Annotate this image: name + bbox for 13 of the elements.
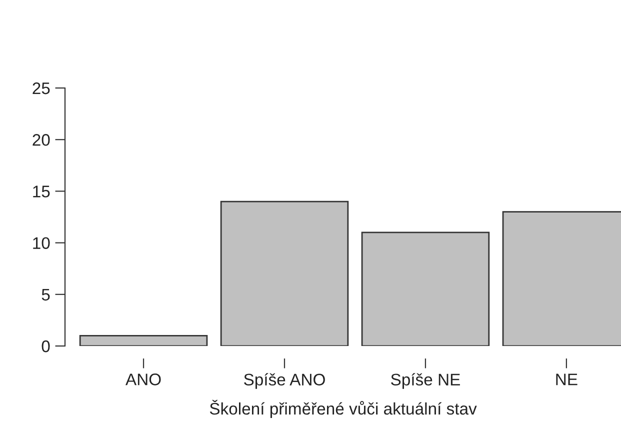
x-axis-title: Školení přiměřené vůči aktuální stav	[210, 400, 477, 418]
x-tick-label: NE	[556, 374, 578, 386]
bar	[220, 200, 349, 346]
y-tick-label: 0	[42, 340, 50, 352]
y-tick-label: 20	[32, 134, 50, 146]
y-tick-label: 25	[32, 82, 50, 94]
x-tick-label: Spíše ANO	[244, 373, 325, 389]
y-tick-label: 5	[42, 288, 50, 301]
y-tick-label: 10	[33, 237, 50, 250]
x-tick-label: Spíše NE	[391, 373, 460, 389]
y-tick-label: 15	[33, 186, 50, 198]
bar	[79, 334, 208, 346]
x-tick-label: ANO	[126, 374, 161, 386]
